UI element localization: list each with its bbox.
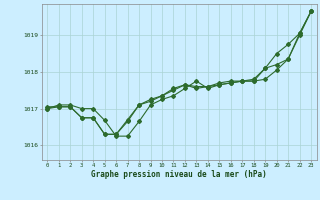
X-axis label: Graphe pression niveau de la mer (hPa): Graphe pression niveau de la mer (hPa) — [91, 170, 267, 179]
